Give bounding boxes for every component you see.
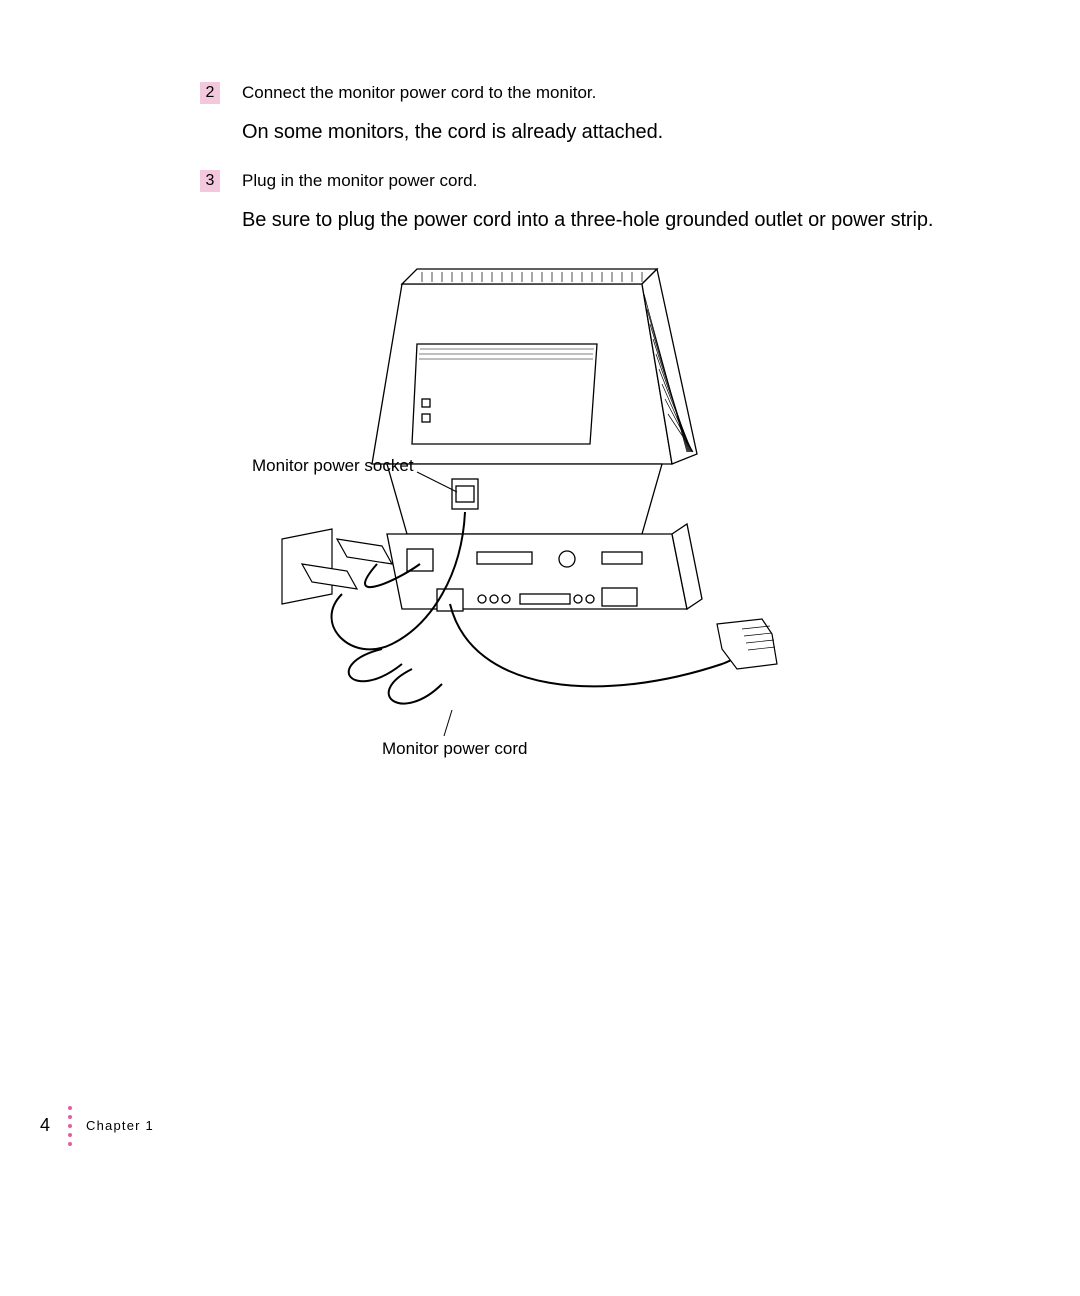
page-content: 2 Connect the monitor power cord to the … [200, 82, 985, 779]
step-number: 3 [200, 170, 220, 192]
step-3: 3 Plug in the monitor power cord. [200, 170, 985, 192]
step-2: 2 Connect the monitor power cord to the … [200, 82, 985, 104]
chapter-label: Chapter 1 [86, 1118, 154, 1133]
diagram-svg: Monitor power socket [242, 264, 802, 774]
step-number: 2 [200, 82, 220, 104]
step-title: Plug in the monitor power cord. [242, 170, 477, 192]
step-title: Connect the monitor power cord to the mo… [242, 82, 596, 104]
step-body: On some monitors, the cord is already at… [242, 118, 985, 146]
page-number: 4 [40, 1115, 50, 1136]
dots-icon [68, 1106, 72, 1146]
callout-power-cord: Monitor power cord [382, 739, 528, 758]
page-footer: 4 Chapter 1 [40, 1104, 154, 1146]
callout-power-socket: Monitor power socket [252, 456, 414, 475]
step-body: Be sure to plug the power cord into a th… [242, 206, 985, 234]
monitor-diagram: Monitor power socket [242, 264, 985, 779]
